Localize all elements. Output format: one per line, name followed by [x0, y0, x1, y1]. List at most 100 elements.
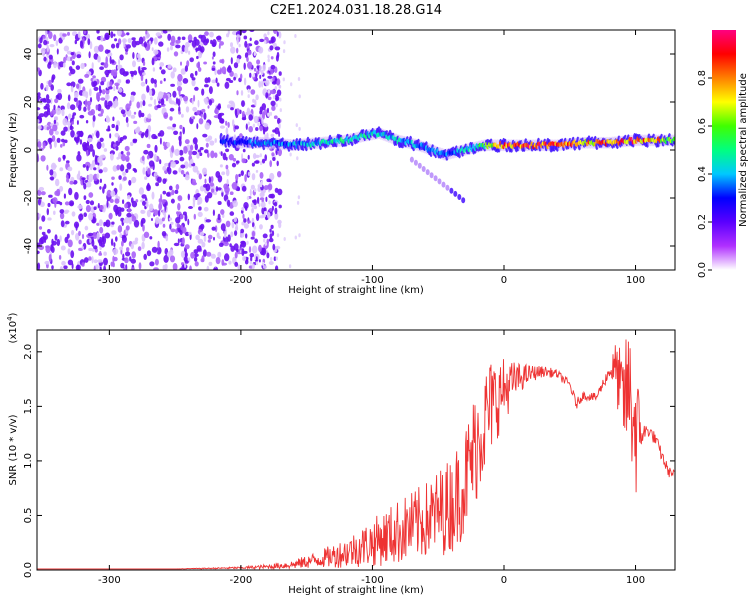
- noise-speckle: [83, 106, 87, 112]
- noise-speckle: [273, 201, 278, 207]
- noise-speckle: [252, 245, 258, 254]
- noise-speckle: [86, 100, 92, 106]
- noise-speckle: [267, 107, 269, 113]
- figure-title: C2E1.2024.031.18.28.G14: [270, 3, 442, 18]
- noise-speckle: [282, 77, 285, 82]
- noise-speckle: [204, 122, 211, 130]
- noise-speckle: [56, 137, 61, 143]
- noise-speckle: [103, 257, 108, 266]
- noise-speckle: [288, 264, 292, 269]
- noise-speckle: [255, 213, 260, 222]
- noise-speckle: [259, 110, 263, 115]
- noise-speckle: [255, 169, 259, 173]
- noise-speckle: [50, 244, 53, 252]
- noise-speckle: [209, 31, 214, 38]
- noise-speckle: [96, 173, 100, 179]
- noise-speckle: [243, 77, 247, 86]
- noise-speckle: [245, 205, 247, 210]
- noise-speckle: [272, 95, 276, 100]
- noise-speckle: [246, 240, 249, 245]
- noise-speckle: [159, 66, 162, 70]
- noise-speckle: [235, 223, 238, 230]
- noise-speckle: [144, 130, 149, 138]
- noise-speckle: [189, 265, 192, 270]
- noise-speckle: [175, 217, 181, 224]
- noise-speckle: [250, 236, 255, 240]
- noise-speckle: [261, 214, 266, 218]
- noise-speckle: [172, 67, 177, 73]
- noise-speckle: [78, 230, 81, 236]
- noise-speckle: [227, 121, 230, 128]
- noise-speckle: [268, 237, 274, 243]
- noise-speckle: [37, 107, 41, 111]
- noise-speckle: [283, 40, 286, 45]
- noise-speckle: [206, 251, 212, 257]
- noise-speckle: [70, 56, 73, 62]
- noise-speckle: [170, 35, 176, 44]
- noise-speckle: [240, 73, 243, 80]
- noise-speckle: [71, 121, 74, 125]
- noise-speckle: [199, 147, 204, 151]
- noise-speckle: [73, 135, 80, 142]
- noise-speckle: [97, 156, 103, 164]
- noise-speckle: [119, 233, 123, 238]
- x-tick-label: 100: [626, 575, 645, 586]
- noise-speckle: [214, 152, 218, 158]
- noise-speckle: [275, 150, 278, 156]
- noise-speckle: [199, 231, 205, 237]
- noise-speckle: [126, 212, 132, 218]
- noise-speckle: [99, 137, 104, 142]
- noise-speckle: [71, 211, 76, 217]
- noise-speckle: [104, 232, 111, 239]
- noise-speckle: [181, 113, 184, 118]
- noise-speckle: [163, 112, 169, 119]
- noise-speckle: [149, 236, 153, 240]
- noise-speckle: [66, 82, 72, 87]
- noise-speckle: [260, 69, 264, 75]
- noise-speckle: [63, 193, 66, 199]
- noise-speckle: [188, 50, 191, 55]
- noise-speckle: [63, 154, 65, 161]
- noise-speckle: [140, 81, 146, 87]
- noise-speckle: [124, 216, 130, 224]
- colorbar-ticks: 0.0 0.2 0.4 0.6 0.8: [697, 70, 712, 278]
- noise-speckle: [269, 228, 272, 233]
- signal-tail: [413, 159, 418, 166]
- noise-speckle: [111, 182, 114, 186]
- noise-speckle: [193, 94, 196, 102]
- noise-speckle: [252, 73, 255, 78]
- noise-speckle: [125, 116, 129, 124]
- noise-speckle: [37, 67, 41, 72]
- noise-speckle: [224, 81, 230, 89]
- noise-speckle: [170, 83, 176, 87]
- snr-x-label: Height of straight line (km): [288, 585, 424, 596]
- noise-speckle: [267, 96, 272, 101]
- noise-speckle: [217, 201, 222, 205]
- noise-speckle: [196, 62, 201, 69]
- noise-speckle: [66, 233, 70, 239]
- noise-speckle: [155, 217, 160, 225]
- noise-speckle: [254, 188, 257, 193]
- noise-speckle: [162, 209, 165, 216]
- noise-speckle: [100, 76, 107, 83]
- spectrogram-x-ticks: -300 -200 -100 0 100: [98, 30, 645, 286]
- snr-y-ticks: 0.0 0.5 1.0 1.5 2.0: [23, 344, 675, 578]
- noise-speckle: [248, 126, 253, 133]
- noise-speckle: [137, 246, 142, 252]
- x-tick-label: -100: [361, 275, 384, 286]
- noise-speckle: [267, 89, 271, 94]
- signal-tail: [433, 175, 438, 182]
- noise-speckle: [210, 39, 213, 45]
- noise-speckle: [183, 95, 189, 102]
- noise-speckle: [204, 149, 209, 154]
- noise-speckle: [133, 219, 140, 228]
- noise-speckle: [129, 70, 135, 75]
- noise-speckle: [84, 225, 89, 231]
- noise-speckle: [261, 158, 266, 164]
- spectrogram-y-ticks: -40 -20 0 20 40: [23, 48, 675, 254]
- signal-tail: [421, 166, 426, 172]
- noise-speckle: [37, 141, 42, 148]
- noise-speckle: [153, 135, 158, 139]
- noise-speckle: [233, 62, 239, 69]
- noise-speckle: [52, 197, 58, 204]
